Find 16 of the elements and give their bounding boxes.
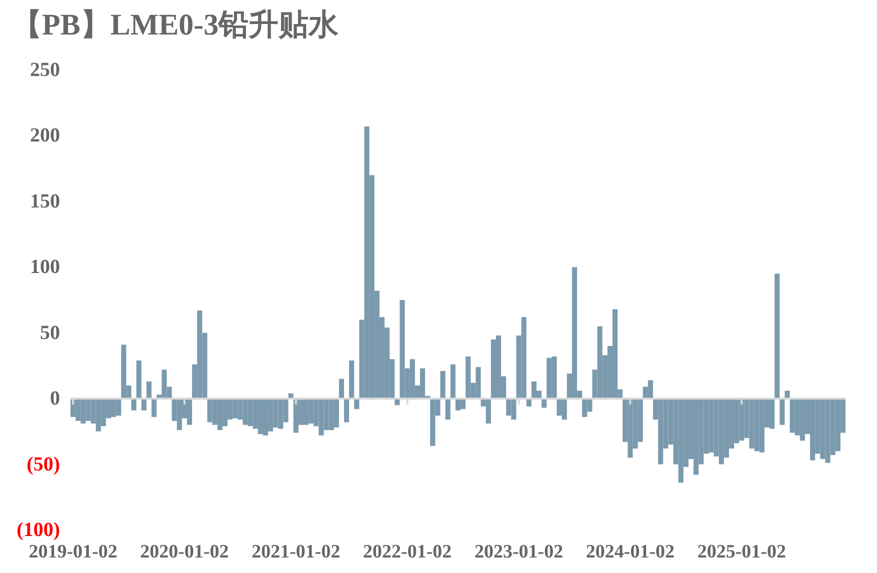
x-tick-label: 2023-01-02 [474, 542, 564, 562]
x-tick-label: 2024-01-02 [586, 542, 675, 562]
y-tick-label: (100) [16, 519, 60, 541]
x-tick-label: 2025-01-02 [697, 542, 786, 562]
y-tick-label: 0 [50, 388, 60, 410]
x-tick-label: 2021-01-02 [252, 542, 340, 562]
y-tick-label: 150 [30, 190, 60, 212]
y-tick-label: 200 [30, 124, 60, 147]
x-tick-label: 2020-01-02 [140, 542, 229, 562]
x-tick-label: 2022-01-02 [363, 542, 452, 562]
x-tick-label: 2019-01-02 [28, 542, 118, 562]
y-tick-label: 100 [30, 256, 60, 278]
y-tick-label: 250 [30, 59, 60, 81]
y-tick-label: (50) [26, 453, 60, 476]
y-tick-label: 50 [40, 322, 60, 344]
title: 【PB】LME0-3铅升贴水 [12, 8, 339, 42]
